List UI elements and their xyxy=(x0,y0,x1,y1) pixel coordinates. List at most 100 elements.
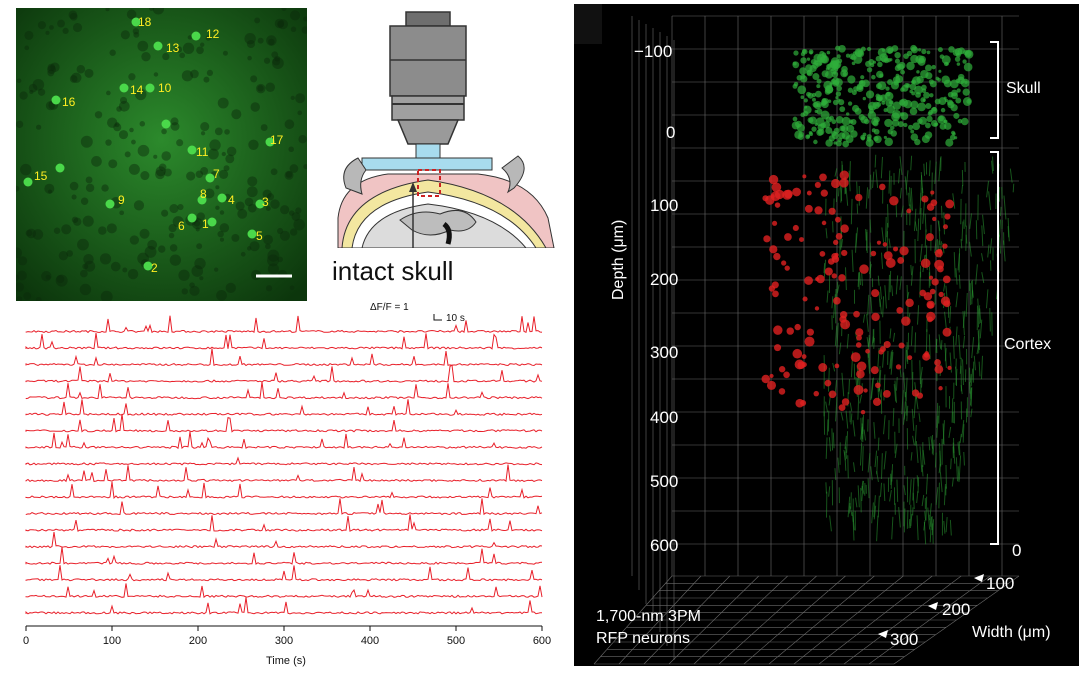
skull-signal xyxy=(965,50,974,59)
skull-signal xyxy=(878,48,887,57)
cortex-fiber xyxy=(954,252,955,277)
rfp-neuron xyxy=(934,359,941,366)
cortex-fiber xyxy=(999,219,1000,236)
cortex-fiber xyxy=(892,517,893,540)
skull-signal xyxy=(800,57,806,63)
skull-signal xyxy=(885,87,889,91)
rfp-neuron xyxy=(883,390,891,398)
cortex-fiber xyxy=(881,157,882,178)
width-tick-300: 300 xyxy=(890,630,918,650)
cortex-fiber xyxy=(873,172,874,188)
rfp-neuron xyxy=(889,196,898,205)
cortex-fiber xyxy=(970,374,971,382)
cortex-fiber xyxy=(1008,218,1009,241)
neuron-label-4: 4 xyxy=(228,194,235,206)
cortex-fiber xyxy=(879,292,880,307)
neuron-label-3: 3 xyxy=(262,196,269,208)
calcium-trace xyxy=(26,399,542,415)
cortex-fiber xyxy=(853,420,855,436)
cortex-fiber xyxy=(829,486,830,496)
rfp-neuron xyxy=(822,221,827,226)
skull-signal xyxy=(792,121,800,129)
neuron-label-6: 6 xyxy=(178,220,185,232)
skull-signal xyxy=(885,138,893,146)
cortex-fiber xyxy=(877,456,878,474)
skull-signal xyxy=(900,99,908,107)
rfp-neuron xyxy=(805,337,815,347)
width-tick-0: 0 xyxy=(1012,541,1021,561)
neuron-label-10: 10 xyxy=(158,82,171,94)
cortex-fiber xyxy=(976,264,978,284)
skull-signal xyxy=(801,52,805,56)
cortex-fiber xyxy=(838,458,839,473)
cortex-fiber xyxy=(970,213,972,229)
cortex-fiber xyxy=(953,336,954,359)
calcium-trace xyxy=(26,365,542,382)
rfp-neuron xyxy=(795,399,804,408)
cortex-fiber xyxy=(959,335,961,359)
cortex-fiber xyxy=(966,226,967,251)
rfp-neuron xyxy=(871,366,879,374)
skull-signal xyxy=(900,70,905,75)
cortex-fiber xyxy=(946,517,947,532)
cortex-fiber xyxy=(970,368,971,394)
skull-signal xyxy=(825,71,833,79)
skull-signal xyxy=(827,51,831,55)
skull-signal xyxy=(813,140,818,145)
rfp-neuron xyxy=(802,362,807,367)
skull-signal xyxy=(849,119,853,123)
cortex-fiber xyxy=(833,363,835,371)
neuron-cell xyxy=(56,164,65,173)
rfp-neuron xyxy=(907,355,912,360)
cortex-fiber xyxy=(884,415,886,434)
skull-signal xyxy=(910,130,914,134)
skull-signal xyxy=(829,116,834,121)
skull-signal xyxy=(900,112,908,120)
skull-signal xyxy=(938,70,941,73)
cortex-fiber xyxy=(875,155,876,168)
cortex-fiber xyxy=(866,229,867,241)
rfp-neuron xyxy=(802,354,807,359)
x-axis-label: Time (s) xyxy=(266,655,306,667)
neuron-cell xyxy=(218,194,227,203)
x-tick-label: 200 xyxy=(189,635,207,647)
skull-signal xyxy=(938,47,943,52)
rfp-neuron xyxy=(793,225,799,231)
calcium-trace xyxy=(26,498,542,514)
cortex-fiber xyxy=(872,502,874,523)
rfp-neuron xyxy=(851,352,861,362)
rfp-neuron xyxy=(855,194,862,201)
volume-render-canvas xyxy=(574,4,1079,666)
skull-signal xyxy=(957,88,961,92)
cortex-fiber xyxy=(971,369,972,387)
cortex-fiber xyxy=(915,221,916,231)
rfp-neuron xyxy=(773,253,780,260)
neuron-cell xyxy=(192,32,201,41)
cortex-fiber xyxy=(962,185,963,194)
cortex-fiber xyxy=(919,413,920,422)
cortex-fiber xyxy=(935,453,936,468)
rfp-neuron xyxy=(943,224,948,229)
skull-signal xyxy=(815,91,822,98)
skull-signal xyxy=(812,98,816,102)
cortex-fiber xyxy=(974,356,975,370)
skull-signal xyxy=(876,71,883,78)
cortex-fiber xyxy=(921,367,923,380)
rfp-neuron xyxy=(896,364,901,369)
rfp-neuron xyxy=(815,306,819,310)
cortex-fiber xyxy=(884,483,885,500)
neuron-label-5: 5 xyxy=(256,230,263,242)
skull-signal xyxy=(866,90,874,98)
calcium-trace xyxy=(26,514,542,531)
skull-signal xyxy=(816,84,820,88)
rfp-neuron xyxy=(859,264,868,273)
skull-signal xyxy=(794,82,798,86)
cortex-fiber xyxy=(889,239,890,248)
rfp-neuron xyxy=(947,366,951,370)
neuron-label-9: 9 xyxy=(118,194,125,206)
rfp-neuron xyxy=(901,316,910,325)
cortex-fiber xyxy=(952,398,953,422)
rfp-neuron xyxy=(927,316,933,322)
cortex-fiber xyxy=(866,187,867,208)
